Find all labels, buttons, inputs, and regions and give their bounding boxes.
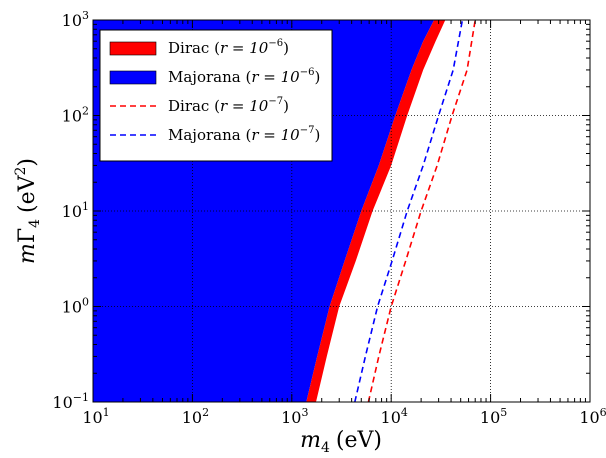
x-tick-label: 106 <box>579 406 606 427</box>
legend-label: Dirac (r = 10−6) <box>168 38 289 57</box>
x-tick-label: 105 <box>480 406 507 427</box>
axis-ticks <box>92 19 591 403</box>
y-tick-label: 103 <box>62 9 89 30</box>
x-tick-labels: 101 102 103 104 105 106 <box>82 406 606 427</box>
legend-label: Dirac (r = 10−7) <box>168 96 289 115</box>
x-tick-label: 103 <box>281 406 308 427</box>
x-axis-label: m4 (eV) <box>300 428 382 456</box>
legend-swatch <box>109 70 157 85</box>
y-tick-label: 102 <box>62 105 89 126</box>
legend: Dirac (r = 10−6) Majorana (r = 10−6) Dirac… <box>99 29 333 162</box>
y-tick-label: 100 <box>62 296 89 317</box>
majorana-r7-dashed-line <box>354 20 464 402</box>
y-tick-labels: 10−1 100 101 102 103 <box>52 9 89 412</box>
x-tick-label: 102 <box>182 406 209 427</box>
y-axis-label-group: mΓ4(eV2) <box>13 158 43 264</box>
y-axis-label: mΓ4(eV2) <box>13 158 43 264</box>
x-tick-label: 101 <box>82 406 109 427</box>
legend-label: Majorana (r = 10−7) <box>168 125 320 144</box>
legend-swatch <box>109 41 157 56</box>
plot-area <box>93 20 590 402</box>
dirac-r6-band <box>306 20 446 402</box>
x-tick-label: 104 <box>381 406 408 427</box>
dirac-r7-dashed-line <box>367 20 476 402</box>
y-tick-label: 10−1 <box>52 391 89 412</box>
y-tick-label: 101 <box>62 200 89 221</box>
legend-label: Majorana (r = 10−6) <box>168 67 320 86</box>
